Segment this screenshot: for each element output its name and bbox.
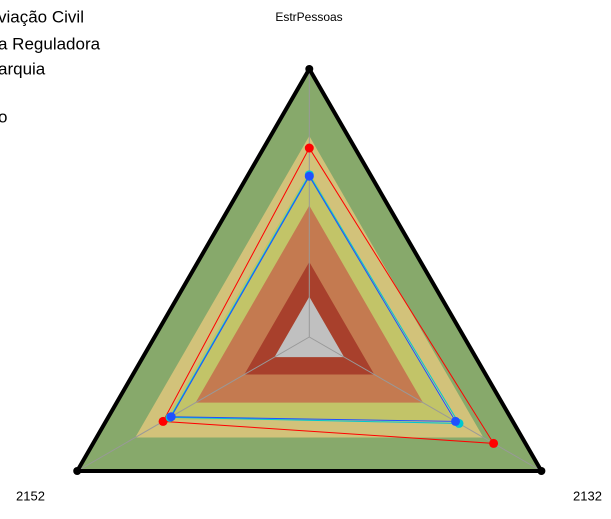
vertex-dot [73, 467, 82, 475]
series-line [169, 173, 460, 424]
outer-frame [73, 65, 545, 473]
point [304, 143, 314, 153]
point [166, 412, 176, 422]
point [489, 438, 499, 448]
point [304, 171, 314, 181]
vertex-dot [537, 467, 546, 475]
legend-text: arquia [0, 59, 46, 78]
legend-text: o [0, 107, 7, 126]
series-line [162, 147, 495, 444]
vertex-dot [305, 65, 314, 73]
axis-label: 2152 [16, 488, 45, 503]
axis-label: 2132 [573, 488, 602, 503]
axis-label: EstrPessoas [275, 10, 342, 24]
series-line [170, 175, 457, 422]
point [451, 416, 461, 426]
legend-text: a Reguladora [0, 34, 101, 53]
axis-line [309, 336, 542, 472]
legend-text: viação Civil [0, 7, 84, 26]
point [158, 416, 168, 426]
axis-line [76, 336, 310, 472]
